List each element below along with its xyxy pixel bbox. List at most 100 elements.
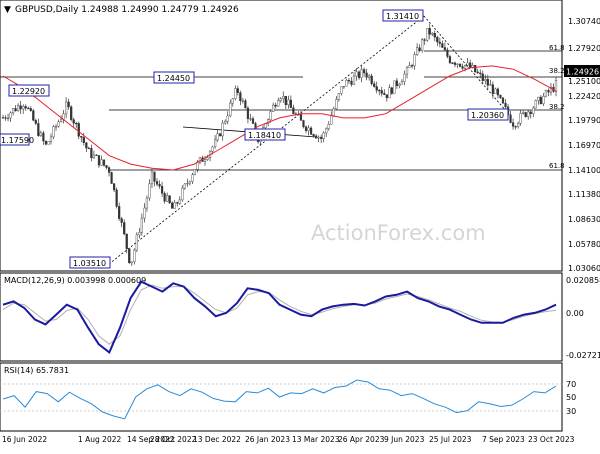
candle-body	[224, 120, 227, 124]
macd-panel-frame	[0, 272, 563, 362]
candle-body	[4, 117, 7, 119]
y-tick-label: 1.27920	[568, 44, 600, 53]
candle-body	[370, 75, 373, 84]
candle-body	[542, 96, 545, 105]
candle-body	[186, 182, 189, 185]
candle-body	[44, 140, 48, 145]
candle-body	[24, 106, 27, 109]
candle-body	[153, 171, 156, 182]
candle-body	[345, 80, 348, 87]
candle-body	[279, 98, 282, 101]
candle-body	[155, 181, 159, 185]
candle-body	[226, 115, 229, 122]
x-tick-label: 1 Aug 2022	[78, 435, 121, 444]
moving-average-line	[2, 65, 557, 171]
x-tick-label: 25 Jul 2023	[429, 435, 472, 444]
candle-body	[405, 67, 409, 75]
macd-y-tick: 0.00	[566, 309, 584, 318]
candle-body	[375, 86, 378, 91]
candle-body	[166, 195, 169, 202]
candle-body	[158, 184, 161, 187]
candle-body	[19, 105, 22, 110]
candle-body	[183, 183, 186, 189]
candle-body	[17, 105, 20, 112]
candle-body	[191, 174, 194, 182]
candle-body	[42, 132, 45, 142]
candle-body	[443, 47, 446, 51]
candle-body	[466, 62, 469, 66]
candle-body	[469, 62, 472, 68]
price-label-box	[8, 84, 50, 97]
candle-body	[393, 80, 396, 94]
candle-body	[436, 36, 439, 43]
candle-body	[446, 49, 449, 57]
macd-panel: MACD(12,26,9) 0.003998 0.000609 0.020858…	[0, 272, 600, 362]
candle-body	[456, 63, 459, 65]
candle-body	[350, 80, 353, 85]
candle-body	[365, 72, 368, 78]
candle-body	[239, 92, 242, 102]
candle-body	[244, 100, 247, 109]
candle-body	[123, 222, 126, 235]
candle-body	[522, 112, 525, 114]
candle-body	[173, 202, 176, 209]
candle-body	[211, 146, 214, 152]
candle-body	[284, 96, 287, 106]
y-tick-label: 1.22420	[568, 92, 600, 101]
price-annotations: 1.31410 1.24450 1.22920 1.17590 1.18410 …	[0, 9, 509, 269]
candle-body	[325, 128, 328, 134]
candle-body	[178, 199, 181, 204]
candle-body	[92, 154, 96, 159]
candle-body	[67, 101, 70, 108]
x-axis: 16 Jun 2022 1 Aug 2022 14 Sep 2022 28 Oc…	[2, 435, 575, 444]
candle-body	[128, 248, 131, 264]
macd-y-tick: 0.020858	[566, 276, 600, 285]
candle-body	[342, 86, 345, 88]
candle-body	[251, 118, 255, 124]
candle-body	[90, 147, 93, 159]
candle-body	[544, 90, 547, 97]
candle-body	[312, 134, 315, 137]
watermark: ActionForex.com	[311, 221, 486, 245]
candle-body	[219, 133, 222, 137]
candle-body	[451, 62, 454, 64]
candle-body	[14, 108, 17, 112]
candle-body	[47, 141, 50, 145]
candle-body	[309, 127, 313, 135]
candle-body	[479, 72, 482, 75]
candle-body	[461, 66, 464, 69]
x-tick-label: 26 Jan 2023	[245, 435, 290, 444]
candle-body	[188, 181, 191, 184]
candle-body	[494, 88, 497, 94]
price-label: 1.31410	[386, 12, 419, 21]
candle-body	[383, 93, 386, 95]
candle-body	[102, 159, 106, 166]
x-tick-label: 23 Oct 2023	[528, 435, 575, 444]
candle-body	[519, 113, 522, 124]
rsi-title: RSI(14) 65.7831	[4, 366, 69, 375]
price-label: 1.20360	[471, 111, 504, 120]
candle-body	[287, 99, 290, 106]
candle-body	[380, 90, 383, 94]
candle-body	[236, 88, 239, 93]
price-label-box	[382, 9, 424, 22]
candle-body	[234, 88, 237, 99]
candle-body	[292, 107, 295, 115]
price-label: 1.18410	[248, 131, 281, 140]
candle-body	[176, 202, 179, 204]
candle-body	[52, 126, 55, 138]
x-tick-label: 9 Jun 2023	[384, 435, 425, 444]
candle-body	[481, 73, 484, 81]
candle-body	[113, 183, 116, 191]
candle-body	[378, 89, 381, 92]
candle-body	[410, 65, 414, 67]
candle-body	[484, 79, 487, 81]
candle-body	[120, 218, 123, 223]
candle-body	[438, 41, 441, 44]
candle-body	[72, 119, 75, 124]
candle-body	[97, 155, 101, 166]
y-tick-label: 1.08630	[568, 215, 600, 224]
x-tick-label: 26 Apr 2023	[338, 435, 385, 444]
